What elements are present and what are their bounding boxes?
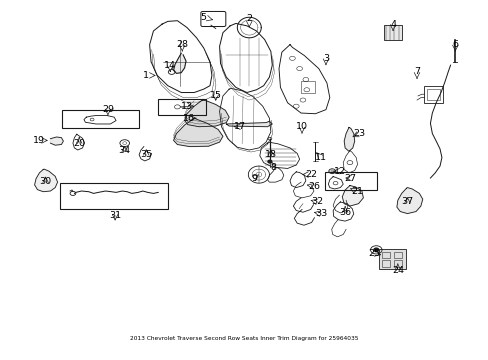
Text: 13: 13	[181, 102, 193, 111]
Text: 18: 18	[264, 150, 276, 158]
Text: 10: 10	[295, 122, 307, 131]
Bar	[381, 260, 389, 267]
Polygon shape	[184, 100, 229, 127]
Polygon shape	[344, 127, 354, 151]
Polygon shape	[226, 121, 272, 127]
Text: 7: 7	[413, 68, 419, 77]
Bar	[62, 110, 139, 129]
Text: 2: 2	[246, 14, 252, 23]
Bar	[301, 81, 315, 93]
Polygon shape	[396, 188, 422, 213]
Text: 21: 21	[350, 187, 363, 196]
Text: 28: 28	[176, 40, 188, 49]
Bar	[60, 183, 167, 209]
Text: 34: 34	[119, 146, 130, 155]
Polygon shape	[173, 118, 223, 147]
Text: 11: 11	[315, 153, 326, 162]
Text: 22: 22	[305, 170, 317, 179]
Text: 17: 17	[233, 122, 245, 131]
Text: 12: 12	[334, 167, 346, 176]
Bar	[158, 99, 206, 115]
Text: 24: 24	[391, 266, 403, 275]
Text: 2013 Chevrolet Traverse Second Row Seats Inner Trim Diagram for 25964035: 2013 Chevrolet Traverse Second Row Seats…	[130, 337, 358, 342]
Text: 36: 36	[338, 208, 350, 217]
Text: 32: 32	[311, 198, 323, 207]
Bar	[378, 249, 405, 269]
Text: 26: 26	[307, 182, 319, 191]
Text: 27: 27	[343, 174, 355, 183]
Text: 30: 30	[40, 177, 52, 186]
Text: 37: 37	[401, 198, 413, 207]
Bar	[393, 260, 401, 267]
Bar	[384, 25, 401, 40]
Text: 8: 8	[270, 163, 276, 172]
Bar	[393, 252, 401, 258]
Text: 14: 14	[164, 60, 176, 70]
Bar	[325, 172, 376, 190]
Text: 33: 33	[314, 210, 326, 219]
Text: 1: 1	[143, 71, 149, 80]
Text: 31: 31	[109, 211, 121, 220]
Bar	[426, 89, 439, 100]
Text: 29: 29	[102, 105, 114, 114]
Text: 15: 15	[209, 91, 221, 100]
Text: 35: 35	[140, 150, 152, 158]
Text: 25: 25	[367, 249, 379, 258]
Bar	[424, 86, 443, 103]
Polygon shape	[173, 53, 185, 73]
Circle shape	[267, 160, 271, 163]
Text: 6: 6	[451, 40, 457, 49]
Polygon shape	[35, 169, 58, 192]
Text: 19: 19	[32, 136, 44, 145]
Circle shape	[373, 248, 378, 252]
Text: 4: 4	[389, 20, 395, 29]
Text: 5: 5	[201, 13, 206, 22]
Text: 3: 3	[322, 54, 328, 63]
Text: 20: 20	[73, 139, 85, 148]
Polygon shape	[342, 185, 363, 206]
Bar	[381, 252, 389, 258]
Polygon shape	[50, 137, 63, 145]
Text: 16: 16	[183, 114, 195, 123]
Text: 23: 23	[353, 129, 365, 138]
Text: 9: 9	[250, 174, 257, 183]
